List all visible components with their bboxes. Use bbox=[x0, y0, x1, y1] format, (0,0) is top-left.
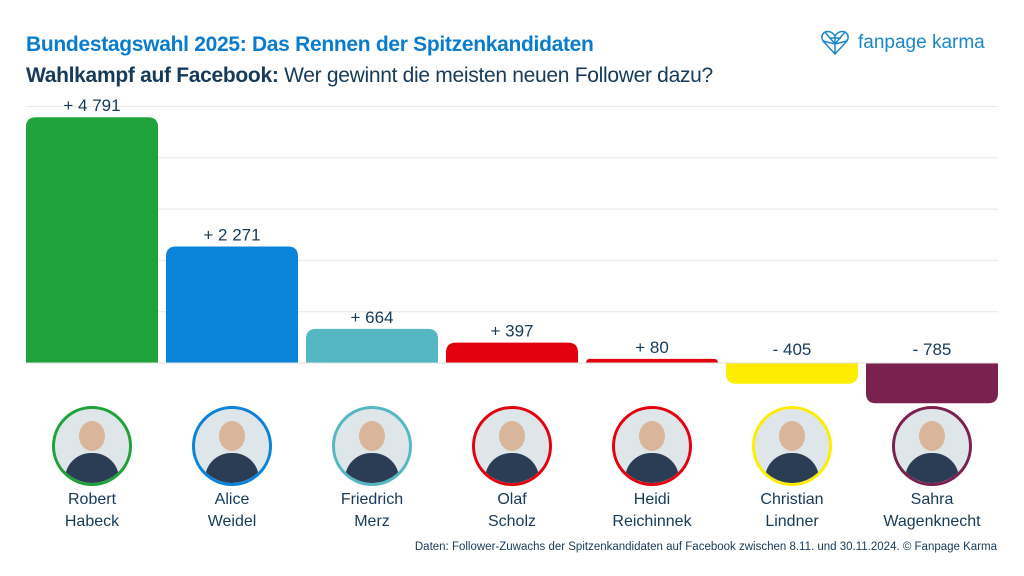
candidate-first-name: Friedrich bbox=[340, 491, 404, 508]
candidate: Olaf Scholz bbox=[442, 406, 582, 533]
subtitle-bold: Wahlkampf auf Facebook: bbox=[26, 64, 279, 87]
data-label: + 2 271 bbox=[203, 225, 260, 244]
candidate-last-name: Merz bbox=[354, 513, 390, 530]
bar bbox=[446, 342, 578, 363]
candidate-first-name: Sahra bbox=[910, 491, 954, 508]
avatar bbox=[752, 406, 832, 486]
candidate-last-name: Habeck bbox=[64, 513, 120, 530]
candidate: Friedrich Merz bbox=[302, 406, 442, 533]
avatar bbox=[612, 406, 692, 486]
candidate-last-name: Lindner bbox=[765, 513, 819, 530]
bar bbox=[586, 358, 718, 363]
bar bbox=[26, 117, 158, 363]
logo-text: fanpage karma bbox=[858, 32, 985, 53]
candidate-first-name: Olaf bbox=[497, 491, 527, 508]
candidate-last-name: Wagenknecht bbox=[883, 513, 981, 530]
candidate: Robert Habeck bbox=[22, 406, 162, 533]
data-label: + 80 bbox=[635, 338, 669, 357]
bar bbox=[866, 363, 998, 404]
candidate: Christian Lindner bbox=[722, 406, 862, 533]
candidate: Alice Weidel bbox=[162, 406, 302, 533]
bar bbox=[306, 328, 438, 363]
bar bbox=[166, 246, 298, 363]
subtitle-rest: Wer gewinnt die meisten neuen Follower d… bbox=[284, 64, 713, 87]
candidate-first-name: Alice bbox=[214, 491, 250, 508]
candidate-first-name: Robert bbox=[67, 491, 117, 508]
avatar bbox=[332, 406, 412, 486]
source-footer: Daten: Follower-Zuwachs der Spitzenkandi… bbox=[414, 541, 997, 553]
candidate-last-name: Reichinnek bbox=[612, 513, 692, 530]
data-label: - 785 bbox=[913, 340, 952, 359]
bar bbox=[726, 363, 858, 384]
candidate-last-name: Scholz bbox=[487, 513, 537, 530]
candidate-first-name: Heidi bbox=[633, 491, 671, 508]
data-label: + 397 bbox=[490, 322, 533, 341]
data-label: + 664 bbox=[350, 308, 393, 327]
heart-network-icon bbox=[821, 30, 849, 56]
data-label: - 405 bbox=[773, 340, 812, 359]
candidate-first-name: Christian bbox=[760, 491, 824, 508]
chart-subtitle: Wahlkampf auf Facebook: Wer gewinnt die … bbox=[26, 64, 713, 88]
candidate: Heidi Reichinnek bbox=[582, 406, 722, 533]
candidate: Sahra Wagenknecht bbox=[862, 406, 1002, 533]
fanpage-karma-logo: fanpage karma bbox=[820, 30, 985, 56]
candidate-last-name: Weidel bbox=[207, 513, 257, 530]
data-label: + 4 791 bbox=[63, 96, 120, 115]
avatar bbox=[192, 406, 272, 486]
avatar bbox=[52, 406, 132, 486]
chart-title: Bundestagswahl 2025: Das Rennen der Spit… bbox=[26, 33, 594, 56]
avatar bbox=[892, 406, 972, 486]
avatar bbox=[472, 406, 552, 486]
